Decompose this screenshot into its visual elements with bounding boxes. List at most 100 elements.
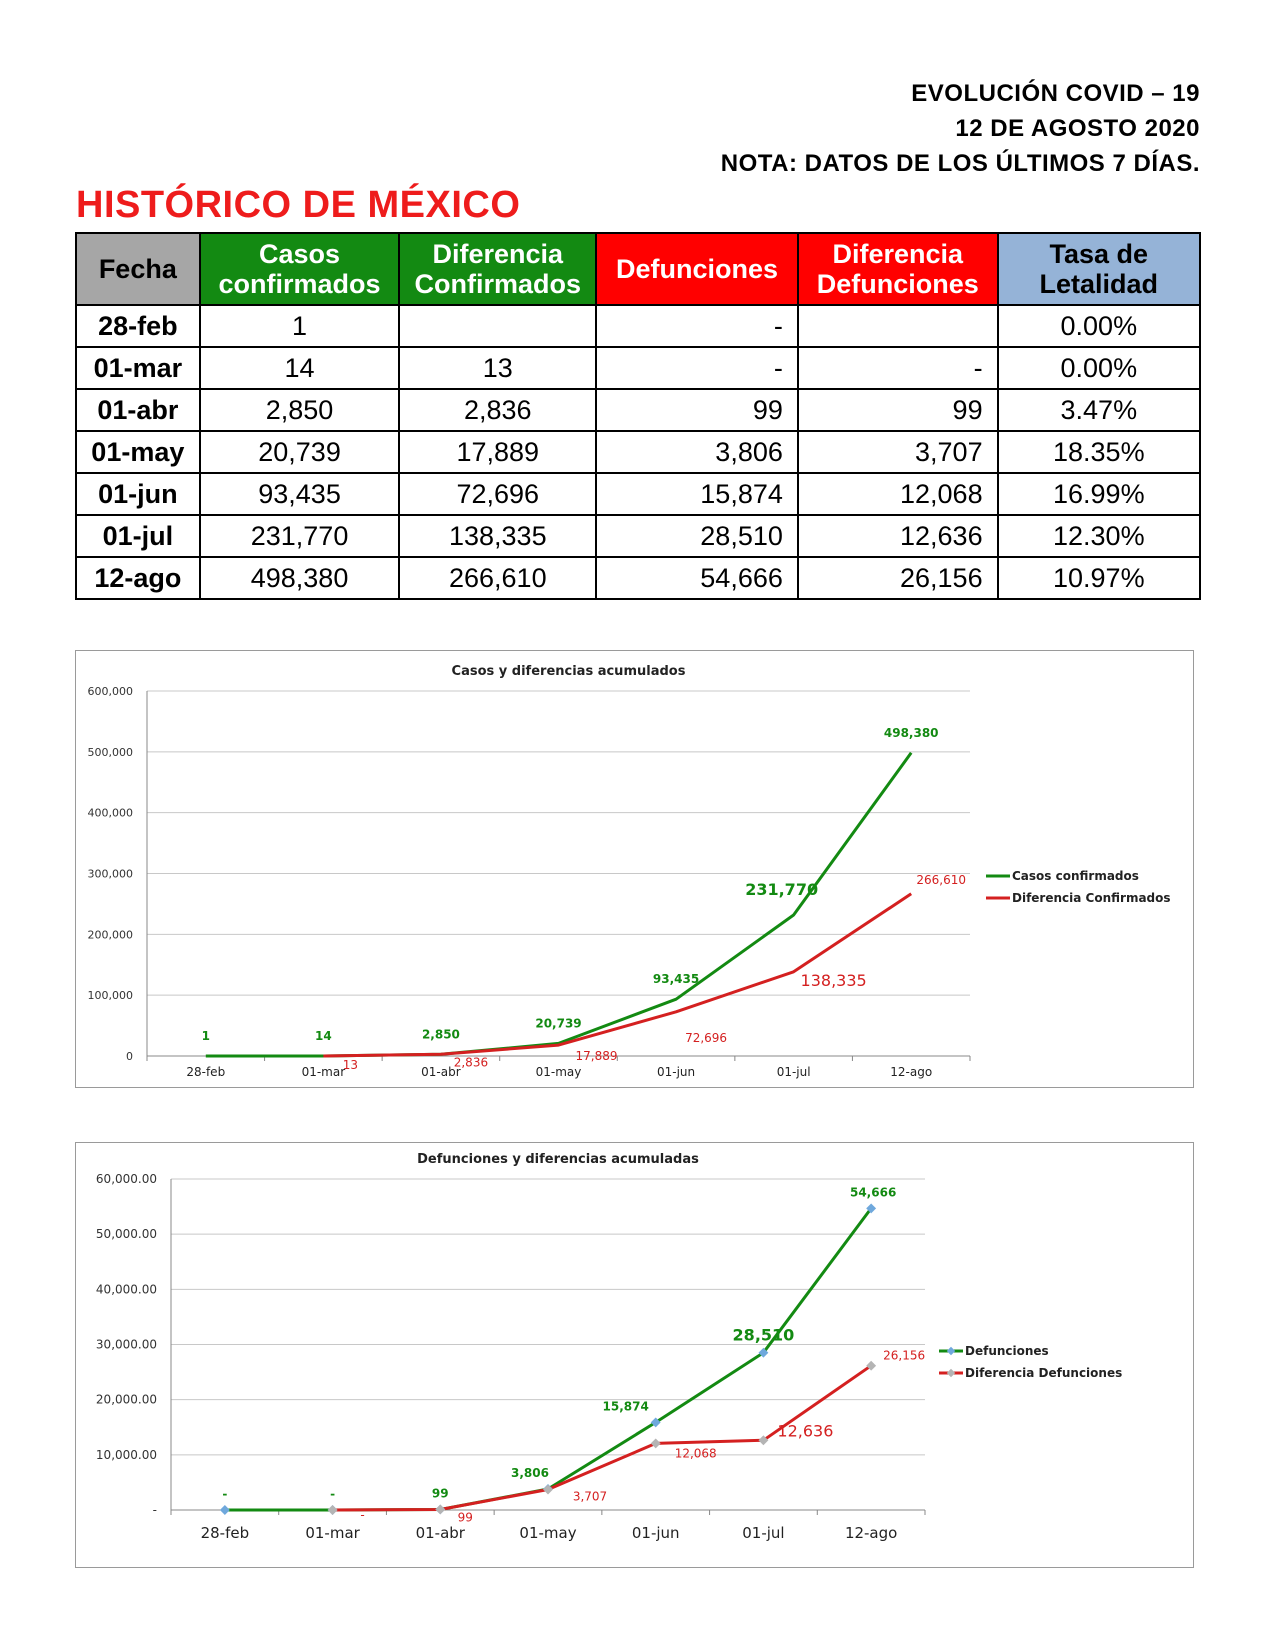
chart-title: Casos y diferencias acumulados bbox=[452, 664, 686, 679]
data-point bbox=[866, 1360, 877, 1371]
cell-dif-def: 99 bbox=[796, 388, 999, 432]
x-tick-label: 12-ago bbox=[890, 1065, 932, 1079]
cell-fecha: 01-may bbox=[75, 430, 201, 474]
x-tick-label: 01-jun bbox=[632, 1524, 680, 1542]
cell-casos: 14 bbox=[198, 346, 401, 390]
y-tick-label: 0 bbox=[126, 1050, 133, 1063]
x-tick-label: 01-abr bbox=[416, 1524, 466, 1542]
cell-defunciones: 54,666 bbox=[595, 556, 799, 600]
data-label: - bbox=[360, 1508, 364, 1522]
cell-fecha: 01-mar bbox=[75, 346, 201, 390]
cases-chart: Casos y diferencias acumulados 0 100,000 20… bbox=[75, 650, 1194, 1088]
history-table: Fecha Casos confirmados Diferencia Confirm… bbox=[75, 232, 1202, 600]
legend-marker bbox=[946, 1346, 956, 1356]
legend-label: Defunciones bbox=[965, 1344, 1049, 1358]
y-tick-label: 300,000 bbox=[88, 868, 134, 881]
x-tick-label: 01-jul bbox=[742, 1524, 784, 1542]
x-tick-label: 28-feb bbox=[186, 1065, 225, 1079]
y-tick-label: 30,000.00 bbox=[96, 1338, 157, 1352]
data-label: 99 bbox=[458, 1510, 473, 1524]
y-tick-label: 400,000 bbox=[88, 807, 134, 820]
deaths-chart: Defunciones y diferencias acumuladas - 10,… bbox=[75, 1142, 1194, 1568]
cell-defunciones: 3,806 bbox=[595, 430, 799, 474]
cell-tasa: 18.35% bbox=[996, 430, 1202, 474]
cell-tasa: 10.97% bbox=[996, 556, 1202, 600]
cell-casos: 1 bbox=[198, 304, 401, 348]
data-label: 3,707 bbox=[573, 1490, 607, 1504]
cell-dif-def: 3,707 bbox=[796, 430, 999, 474]
data-point bbox=[543, 1484, 553, 1495]
cell-fecha: 01-abr bbox=[75, 388, 201, 432]
legend-label: Diferencia Confirmados bbox=[1012, 891, 1171, 905]
header-defunciones: Defunciones bbox=[595, 232, 799, 306]
table-row: 01-may 20,739 17,889 3,806 3,707 18.35% bbox=[75, 430, 1202, 474]
x-tick-label: 01-abr bbox=[421, 1065, 461, 1079]
cell-defunciones: - bbox=[595, 304, 799, 348]
chart-title: Defunciones y diferencias acumuladas bbox=[417, 1152, 699, 1167]
data-label: 72,696 bbox=[685, 1031, 727, 1045]
cell-dif-conf: 138,335 bbox=[398, 514, 598, 558]
series-line-difference bbox=[332, 1364, 872, 1512]
cell-dif-conf bbox=[398, 304, 598, 348]
data-label: 2,836 bbox=[454, 1055, 488, 1069]
y-tick-label: 50,000.00 bbox=[96, 1227, 157, 1241]
x-tick-label: 28-feb bbox=[201, 1524, 250, 1542]
table-row: 01-mar 14 13 - - 0.00% bbox=[75, 346, 1202, 390]
y-tick-label: 200,000 bbox=[88, 928, 134, 941]
data-label: 93,435 bbox=[653, 972, 699, 986]
data-point bbox=[758, 1435, 769, 1446]
data-label: 20,739 bbox=[535, 1016, 581, 1030]
y-tick-label: 500,000 bbox=[88, 746, 134, 759]
series-line-difference bbox=[323, 892, 913, 1058]
cell-dif-conf: 13 bbox=[398, 346, 598, 390]
x-tick-label: 01-may bbox=[519, 1524, 576, 1542]
data-label: 15,874 bbox=[603, 1399, 649, 1413]
y-tick-label: 40,000.00 bbox=[96, 1282, 157, 1296]
data-label: 266,610 bbox=[916, 873, 966, 887]
data-point bbox=[650, 1417, 661, 1428]
cell-dif-def: 12,068 bbox=[796, 472, 999, 516]
legend-label: Casos confirmados bbox=[1012, 869, 1139, 883]
y-tick-label: 60,000.00 bbox=[96, 1172, 157, 1186]
x-tick-label: 01-jul bbox=[777, 1065, 811, 1079]
data-label: 1 bbox=[202, 1029, 210, 1043]
cell-dif-def bbox=[796, 304, 999, 348]
cell-casos: 2,850 bbox=[198, 388, 401, 432]
deaths-chart-svg: Defunciones y diferencias acumuladas - 10,… bbox=[96, 1152, 1122, 1542]
cell-casos: 93,435 bbox=[198, 472, 401, 516]
data-label: 17,889 bbox=[576, 1049, 618, 1063]
cell-dif-def: 26,156 bbox=[796, 556, 999, 600]
header-diferencia-defunciones: Diferencia Defunciones bbox=[796, 232, 999, 306]
data-label: 54,666 bbox=[850, 1185, 896, 1199]
data-label: 12,636 bbox=[777, 1421, 833, 1440]
data-point bbox=[435, 1504, 446, 1515]
data-label: 12,068 bbox=[675, 1446, 717, 1460]
header-fecha: Fecha bbox=[75, 232, 201, 306]
y-tick-label: 10,000.00 bbox=[96, 1448, 157, 1462]
cell-dif-conf: 72,696 bbox=[398, 472, 598, 516]
report-date: 12 DE AGOSTO 2020 bbox=[955, 115, 1200, 142]
cell-fecha: 01-jun bbox=[75, 472, 201, 516]
x-tick-label: 01-mar bbox=[302, 1065, 346, 1079]
cell-fecha: 28-feb bbox=[75, 304, 201, 348]
cell-defunciones: - bbox=[595, 346, 799, 390]
cell-tasa: 3.47% bbox=[996, 388, 1202, 432]
cell-casos: 231,770 bbox=[198, 514, 401, 558]
x-tick-label: 01-mar bbox=[305, 1524, 360, 1542]
cell-defunciones: 28,510 bbox=[595, 514, 799, 558]
data-label: 13 bbox=[343, 1058, 358, 1072]
cell-tasa: 16.99% bbox=[996, 472, 1202, 516]
data-label: - bbox=[330, 1487, 335, 1501]
header-diferencia-confirmados: Diferencia Confirmados bbox=[398, 232, 598, 306]
legend-marker bbox=[946, 1368, 956, 1378]
data-point bbox=[219, 1505, 230, 1515]
legend-label: Diferencia Defunciones bbox=[965, 1366, 1122, 1380]
cell-dif-conf: 2,836 bbox=[398, 388, 598, 432]
cell-casos: 20,739 bbox=[198, 430, 401, 474]
header-tasa-letalidad: Tasa de Letalidad bbox=[996, 232, 1202, 306]
table-row: 28-feb 1 - 0.00% bbox=[75, 304, 1202, 348]
data-label: 2,850 bbox=[422, 1027, 460, 1041]
table-row: 01-abr 2,850 2,836 99 99 3.47% bbox=[75, 388, 1202, 432]
cell-defunciones: 15,874 bbox=[595, 472, 799, 516]
data-label: 498,380 bbox=[884, 726, 939, 740]
